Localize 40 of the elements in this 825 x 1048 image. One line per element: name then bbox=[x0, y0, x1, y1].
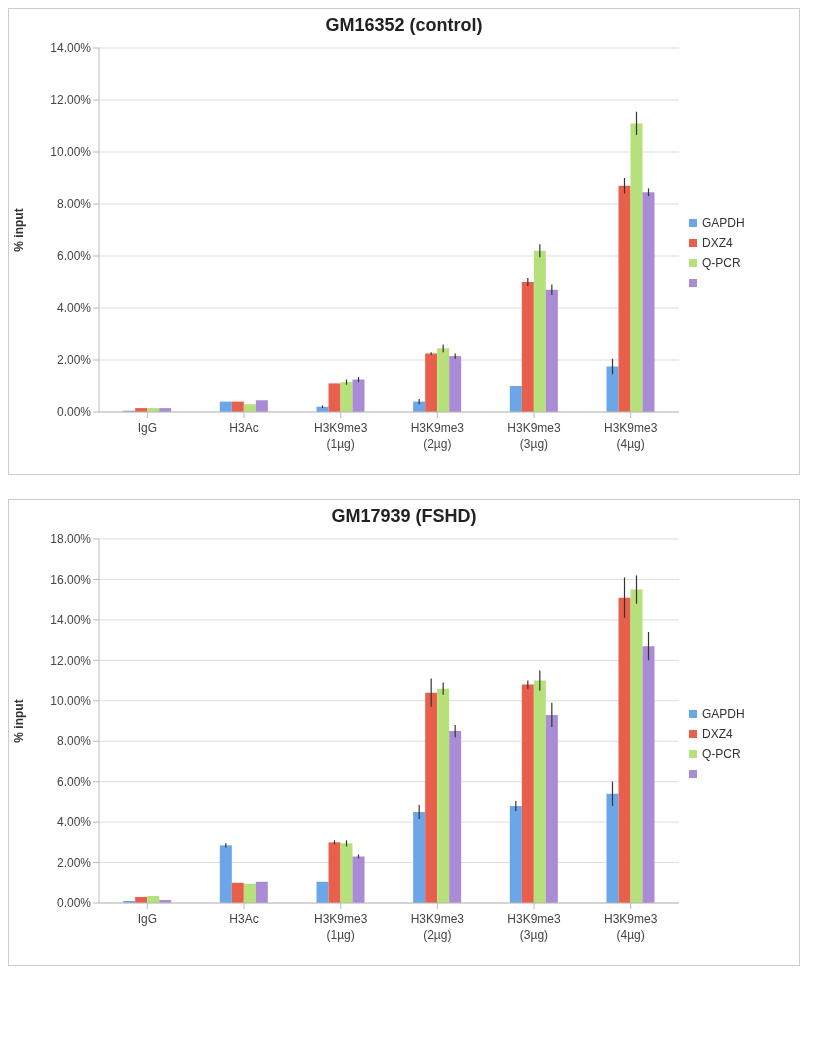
legend-label: DXZ4 bbox=[702, 727, 733, 741]
y-axis-title: % input bbox=[12, 208, 27, 252]
legend-label: Q-PCR bbox=[702, 256, 741, 270]
x-tick-label: H3K9me3 (1µg) bbox=[313, 421, 368, 451]
y-tick-label: 14.00% bbox=[50, 613, 92, 628]
y-tick-label: 12.00% bbox=[50, 653, 92, 668]
y-tick-label: 6.00% bbox=[56, 774, 92, 789]
y-tick-label: 10.00% bbox=[50, 145, 92, 160]
legend-label: GAPDH bbox=[702, 707, 745, 721]
x-tick-label: H3K9me3 (2µg) bbox=[410, 912, 465, 942]
y-tick-label: 2.00% bbox=[56, 353, 92, 368]
y-tick-label: 8.00% bbox=[56, 734, 92, 749]
x-tick-label: H3K9me3 (2µg) bbox=[410, 421, 465, 451]
legend-label: GAPDH bbox=[702, 216, 745, 230]
x-tick-label: H3K9me3 (1µg) bbox=[313, 912, 368, 942]
y-tick-label: 8.00% bbox=[56, 197, 92, 212]
y-tick-label: 10.00% bbox=[50, 694, 92, 709]
y-tick-label: 12.00% bbox=[50, 93, 92, 108]
y-tick-label: 2.00% bbox=[56, 855, 92, 870]
y-tick-label: 4.00% bbox=[56, 301, 92, 316]
y-tick-label: 16.00% bbox=[50, 572, 92, 587]
x-tick-label: H3K9me3 (3µg) bbox=[507, 421, 561, 451]
legend-label: Q-PCR bbox=[702, 747, 741, 761]
x-tick-label: H3K9me3 (3µg) bbox=[507, 912, 561, 942]
x-tick-label: IgG bbox=[137, 421, 158, 435]
y-axis-title: % input bbox=[12, 699, 27, 743]
y-tick-label: 4.00% bbox=[56, 815, 92, 830]
chart-title: GM16352 (control) bbox=[324, 15, 484, 36]
x-tick-label: H3K9me3 (4µg) bbox=[603, 912, 658, 942]
x-tick-label: H3K9me3 (4µg) bbox=[603, 421, 658, 451]
y-tick-label: 6.00% bbox=[56, 249, 92, 264]
x-tick-label: H3Ac bbox=[229, 912, 259, 926]
y-tick-label: 14.00% bbox=[50, 41, 92, 56]
y-tick-label: 18.00% bbox=[50, 532, 92, 547]
x-tick-label: H3Ac bbox=[229, 421, 259, 435]
chart-title: GM17939 (FSHD) bbox=[330, 506, 478, 527]
legend-label: DXZ4 bbox=[702, 236, 733, 250]
x-tick-label: IgG bbox=[137, 912, 158, 926]
y-tick-label: 0.00% bbox=[56, 896, 92, 911]
y-tick-label: 0.00% bbox=[56, 405, 92, 420]
